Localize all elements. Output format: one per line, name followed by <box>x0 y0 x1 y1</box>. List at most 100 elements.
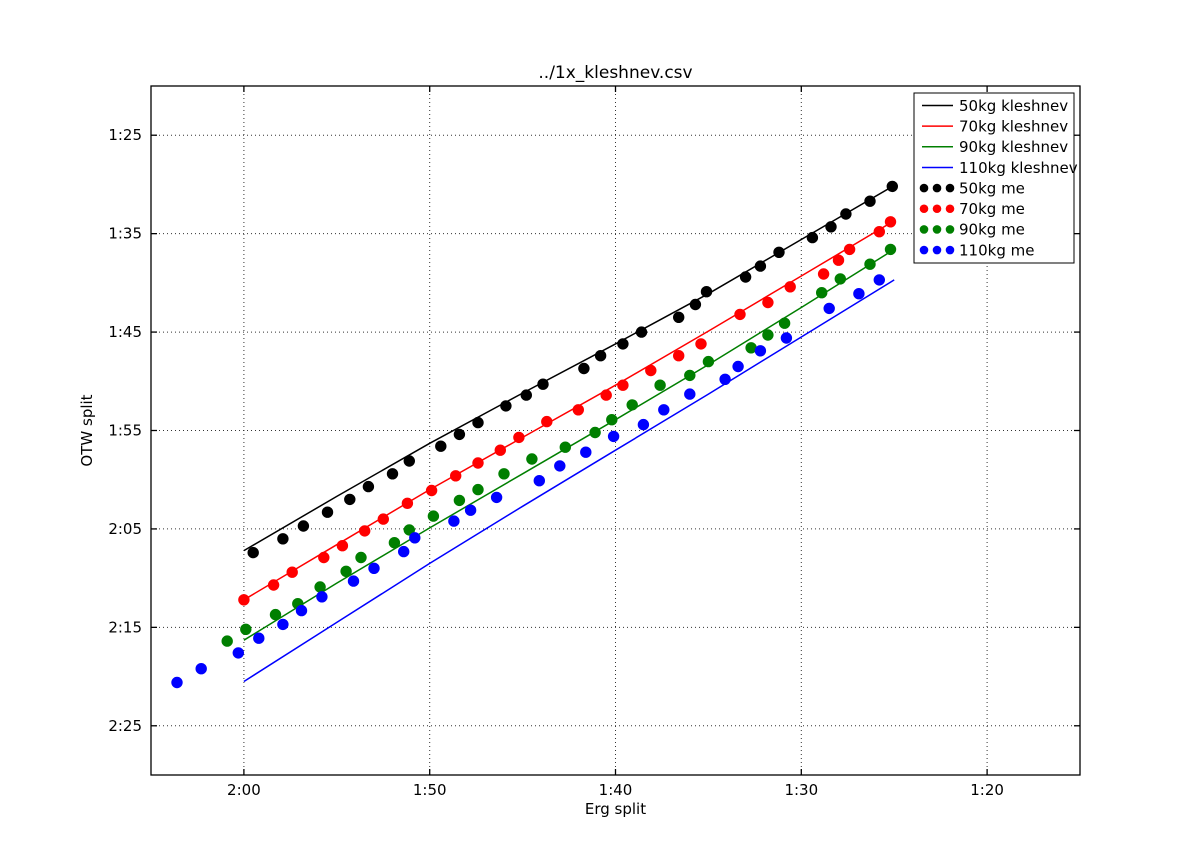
point-70kg-me <box>673 350 685 362</box>
legend-label: 90kg me <box>959 221 1025 239</box>
tick-label-y-2:05: 2:05 <box>108 520 142 538</box>
point-70kg-me <box>318 551 330 564</box>
point-50kg-me <box>386 468 399 480</box>
point-50kg-me <box>500 400 512 412</box>
point-50kg-me <box>635 326 648 338</box>
chart-title: ../1x_kleshnev.csv <box>538 63 692 83</box>
point-50kg-me <box>321 506 334 518</box>
legend-entry-70kg-me: 70kg me <box>919 200 1025 218</box>
point-90kg-me <box>269 608 282 621</box>
tick-label-y-1:35: 1:35 <box>108 225 142 243</box>
point-110kg-me <box>171 676 183 689</box>
point-110kg-me <box>554 460 566 472</box>
point-70kg-me <box>884 216 897 228</box>
legend-label: 70kg kleshnev <box>959 117 1068 135</box>
point-110kg-me <box>368 562 380 574</box>
point-70kg-me <box>401 497 414 509</box>
point-90kg-me <box>240 623 252 635</box>
point-90kg-me <box>684 369 696 382</box>
tick-label-x-1:40: 1:40 <box>599 781 633 799</box>
legend-entry-110kg-me: 110kg me <box>919 241 1034 259</box>
point-70kg-me <box>238 594 250 606</box>
series-90kg-me <box>221 243 897 647</box>
legend-marker-sample <box>932 245 942 255</box>
tick-label-y-2:15: 2:15 <box>108 618 142 636</box>
point-90kg-me <box>654 379 666 391</box>
point-70kg-me <box>359 525 371 537</box>
line-110kg-kleshnev <box>243 279 895 683</box>
point-50kg-me <box>773 246 785 259</box>
point-50kg-me <box>247 546 259 559</box>
grid-layer <box>151 86 1080 775</box>
point-90kg-me <box>427 510 440 522</box>
point-110kg-me <box>637 418 650 431</box>
point-70kg-me <box>572 404 584 416</box>
point-50kg-me <box>435 440 447 452</box>
point-70kg-me <box>843 243 856 256</box>
point-50kg-me <box>840 208 852 220</box>
point-70kg-me <box>336 540 349 552</box>
tick-label-y-1:45: 1:45 <box>108 323 142 341</box>
tick-label-y-1:55: 1:55 <box>108 422 142 440</box>
point-90kg-me <box>403 524 415 536</box>
point-90kg-me <box>472 483 484 496</box>
point-50kg-me <box>864 195 876 207</box>
legend-marker-sample <box>945 245 955 255</box>
point-110kg-me <box>732 360 744 373</box>
point-70kg-me <box>600 389 612 401</box>
point-110kg-me <box>253 632 265 644</box>
legend-entry-70kg-kleshnev: 70kg kleshnev <box>922 117 1068 135</box>
point-70kg-me <box>286 566 298 578</box>
series-layer <box>171 180 898 689</box>
axes-layer <box>150 85 1081 776</box>
tick-label-layer: 2:00 1:50 1:40 1:30 1:20 1:25 1:35 1:45 1:55 2:05… <box>108 126 1004 799</box>
point-70kg-me <box>645 364 657 377</box>
point-50kg-me <box>886 180 898 193</box>
legend-marker-sample <box>945 204 955 214</box>
legend-marker-sample <box>932 183 942 193</box>
point-70kg-me <box>472 457 484 469</box>
point-90kg-me <box>762 329 774 341</box>
legend-marker-sample <box>945 183 955 193</box>
point-90kg-me <box>702 355 715 368</box>
point-110kg-me <box>195 663 207 675</box>
point-110kg-me <box>490 491 503 504</box>
legend-box <box>913 92 1075 264</box>
point-70kg-me <box>494 444 506 456</box>
point-70kg-me <box>734 308 746 321</box>
point-70kg-me <box>377 513 389 525</box>
point-70kg-me <box>450 470 462 482</box>
legend-label: 110kg me <box>959 241 1034 259</box>
point-70kg-me <box>762 296 774 309</box>
point-70kg-me <box>617 379 629 391</box>
point-50kg-me <box>537 378 549 390</box>
point-50kg-me <box>297 520 310 532</box>
legend-entry-90kg-kleshnev: 90kg kleshnev <box>922 138 1068 156</box>
point-110kg-me <box>398 545 410 558</box>
point-70kg-me <box>425 484 438 497</box>
tick-label-y-2:25: 2:25 <box>108 717 142 735</box>
point-110kg-me <box>277 618 289 631</box>
point-110kg-me <box>719 373 731 385</box>
legend: 50kg kleshnev 70kg kleshnev 90kg kleshnev 1… <box>913 92 1078 264</box>
legend-marker-sample <box>919 183 929 193</box>
point-90kg-me <box>453 494 466 507</box>
point-50kg-me <box>739 271 752 283</box>
point-90kg-me <box>498 468 510 480</box>
point-110kg-me <box>464 504 477 516</box>
legend-label: 50kg me <box>959 179 1025 197</box>
point-90kg-me <box>816 287 828 299</box>
point-50kg-me <box>700 286 713 298</box>
point-110kg-me <box>754 345 767 357</box>
point-50kg-me <box>673 311 685 323</box>
point-90kg-me <box>314 581 326 593</box>
point-110kg-me <box>823 302 835 315</box>
point-90kg-me <box>778 317 791 329</box>
point-110kg-me <box>533 475 545 487</box>
point-110kg-me <box>684 388 696 400</box>
point-90kg-me <box>559 441 571 453</box>
legend-marker-sample <box>919 204 929 214</box>
legend-label: 90kg kleshnev <box>959 138 1068 156</box>
point-90kg-me <box>340 565 352 577</box>
point-110kg-me <box>232 647 245 659</box>
